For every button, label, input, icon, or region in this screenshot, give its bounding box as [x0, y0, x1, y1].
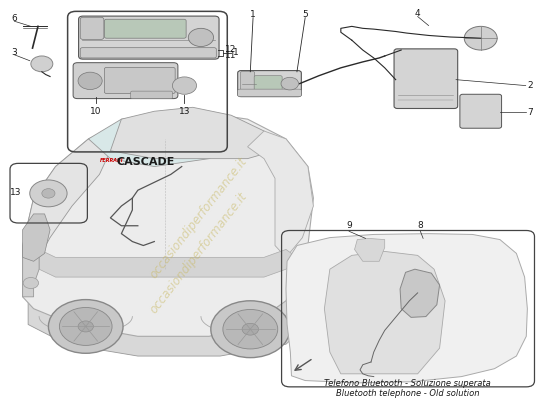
Circle shape — [281, 77, 299, 90]
FancyBboxPatch shape — [73, 63, 178, 99]
Polygon shape — [248, 131, 314, 257]
FancyBboxPatch shape — [238, 70, 301, 97]
FancyBboxPatch shape — [104, 19, 186, 38]
Circle shape — [48, 300, 123, 353]
Text: 5: 5 — [302, 10, 308, 19]
FancyBboxPatch shape — [460, 94, 502, 128]
Polygon shape — [286, 234, 527, 383]
Circle shape — [78, 321, 94, 332]
Polygon shape — [355, 238, 384, 261]
Text: 10: 10 — [90, 106, 101, 116]
FancyBboxPatch shape — [131, 91, 172, 99]
Text: 8: 8 — [417, 221, 424, 230]
Text: 4: 4 — [415, 9, 420, 18]
Text: CASCADE: CASCADE — [117, 157, 175, 167]
Text: FERRARI: FERRARI — [100, 158, 123, 163]
Text: Bluetooth telephone - Old solution: Bluetooth telephone - Old solution — [336, 389, 480, 398]
Circle shape — [30, 180, 67, 207]
Circle shape — [42, 189, 55, 198]
Circle shape — [464, 26, 497, 50]
Text: 1: 1 — [233, 48, 239, 57]
Polygon shape — [23, 111, 313, 336]
Text: 7: 7 — [527, 108, 533, 116]
Circle shape — [188, 28, 213, 46]
FancyBboxPatch shape — [254, 76, 282, 92]
FancyBboxPatch shape — [238, 89, 301, 97]
FancyBboxPatch shape — [240, 71, 255, 96]
Polygon shape — [400, 269, 439, 317]
Text: 13: 13 — [10, 188, 21, 197]
Text: 2: 2 — [527, 81, 533, 90]
Text: 9: 9 — [346, 221, 352, 230]
Text: occasiondiperformance.it: occasiondiperformance.it — [147, 155, 250, 281]
Polygon shape — [111, 107, 275, 159]
Circle shape — [78, 72, 102, 90]
Circle shape — [211, 301, 290, 358]
Text: Telefono Bluetooth - Soluzione superata: Telefono Bluetooth - Soluzione superata — [324, 379, 491, 388]
Circle shape — [172, 77, 196, 94]
Circle shape — [59, 308, 112, 345]
Polygon shape — [23, 246, 39, 297]
Polygon shape — [324, 252, 445, 374]
Circle shape — [31, 56, 53, 72]
Polygon shape — [23, 139, 111, 257]
Polygon shape — [28, 269, 308, 356]
Polygon shape — [39, 250, 297, 277]
Text: 3: 3 — [12, 48, 17, 56]
FancyBboxPatch shape — [394, 49, 458, 108]
Circle shape — [242, 323, 258, 335]
Polygon shape — [89, 111, 248, 166]
Circle shape — [223, 310, 278, 349]
Text: occasiondiperformance.it: occasiondiperformance.it — [147, 190, 250, 316]
Text: 1: 1 — [250, 10, 256, 19]
FancyBboxPatch shape — [80, 17, 104, 39]
Text: 6: 6 — [12, 14, 17, 23]
Text: 11: 11 — [224, 52, 236, 60]
Polygon shape — [23, 214, 50, 261]
Text: 12: 12 — [224, 45, 236, 54]
FancyBboxPatch shape — [80, 48, 216, 58]
FancyBboxPatch shape — [104, 68, 175, 94]
Circle shape — [23, 278, 38, 288]
Text: 13: 13 — [179, 106, 190, 116]
FancyBboxPatch shape — [79, 16, 219, 59]
